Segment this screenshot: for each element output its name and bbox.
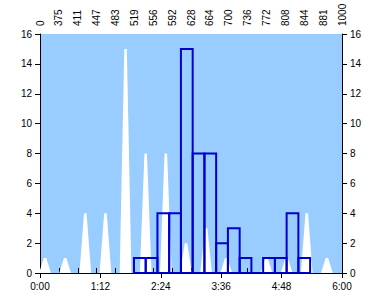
svg-text:375: 375: [53, 9, 64, 26]
svg-text:0: 0: [350, 268, 356, 279]
svg-text:14: 14: [21, 58, 33, 69]
svg-text:4: 4: [26, 208, 32, 219]
svg-text:881: 881: [318, 9, 329, 26]
svg-text:0: 0: [35, 20, 46, 26]
svg-text:0:00: 0:00: [30, 281, 50, 292]
svg-text:1000: 1000: [337, 3, 348, 26]
svg-text:519: 519: [129, 9, 140, 26]
svg-text:1:12: 1:12: [91, 281, 111, 292]
svg-text:556: 556: [148, 9, 159, 26]
svg-text:12: 12: [350, 88, 362, 99]
svg-text:700: 700: [223, 9, 234, 26]
svg-text:483: 483: [110, 9, 121, 26]
svg-text:4: 4: [350, 208, 356, 219]
svg-text:10: 10: [350, 118, 362, 129]
svg-text:2: 2: [26, 238, 32, 249]
svg-text:10: 10: [21, 118, 33, 129]
svg-text:8: 8: [26, 148, 32, 159]
svg-text:16: 16: [21, 29, 33, 40]
svg-text:664: 664: [204, 9, 215, 26]
svg-text:447: 447: [91, 9, 102, 26]
svg-text:736: 736: [242, 9, 253, 26]
svg-text:6: 6: [26, 178, 32, 189]
svg-text:6:00: 6:00: [332, 281, 352, 292]
svg-text:628: 628: [186, 9, 197, 26]
svg-text:0: 0: [26, 268, 32, 279]
svg-text:16: 16: [350, 29, 362, 40]
svg-text:4:48: 4:48: [272, 281, 292, 292]
svg-text:2: 2: [350, 238, 356, 249]
svg-text:808: 808: [280, 9, 291, 26]
svg-text:8: 8: [350, 148, 356, 159]
svg-text:772: 772: [261, 9, 272, 26]
svg-text:6: 6: [350, 178, 356, 189]
svg-text:2:24: 2:24: [151, 281, 171, 292]
svg-text:3:36: 3:36: [211, 281, 231, 292]
svg-text:844: 844: [299, 9, 310, 26]
svg-text:12: 12: [21, 88, 33, 99]
svg-text:411: 411: [72, 10, 83, 26]
svg-text:14: 14: [350, 58, 362, 69]
svg-text:592: 592: [167, 9, 178, 26]
